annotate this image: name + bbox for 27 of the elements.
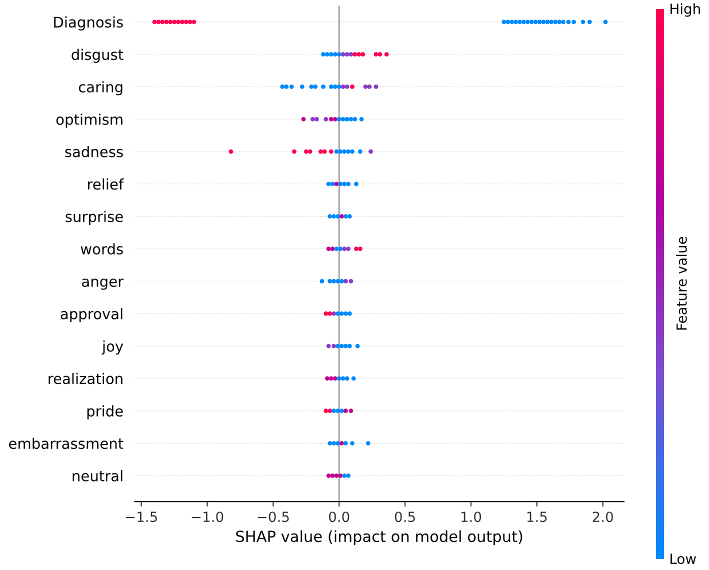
x-tick-label: 2.0 — [592, 512, 613, 522]
y-tick-label: caring — [78, 81, 122, 96]
y-tick-label: words — [80, 243, 123, 255]
y-tick-label: optimism — [56, 114, 122, 128]
x-tick-label: −1.0 — [192, 512, 224, 522]
y-tick-label: surprise — [66, 210, 123, 225]
y-tick-label: joy — [102, 340, 124, 355]
y-tick-label: neutral — [72, 470, 122, 482]
y-tick-label: sadness — [65, 146, 123, 158]
x-tick-label: 0.5 — [394, 512, 415, 522]
y-tick-label: realization — [48, 372, 122, 384]
x-axis-title: SHAP value (impact on model output) — [236, 530, 522, 546]
color-bar-title: Feature value — [676, 236, 687, 330]
x-tick-label: −1.5 — [126, 512, 157, 522]
y-tick-label: pride — [87, 405, 123, 420]
x-tick-label: 1.0 — [461, 512, 482, 522]
color-bar-label: Low — [670, 554, 696, 564]
x-tick-label: 0.0 — [328, 512, 350, 522]
y-tick-label: relief — [88, 178, 124, 190]
x-tick-label: 1.5 — [527, 512, 547, 522]
color-bar-label: High — [670, 3, 700, 17]
y-tick-label: anger — [82, 278, 124, 290]
y-tick-label: Diagnosis — [54, 16, 123, 30]
y-tick-label: embarrassment — [9, 438, 124, 450]
x-tick-label: −0.5 — [258, 512, 289, 522]
y-tick-label: disgust — [72, 48, 124, 63]
y-tick-label: approval — [60, 308, 122, 322]
